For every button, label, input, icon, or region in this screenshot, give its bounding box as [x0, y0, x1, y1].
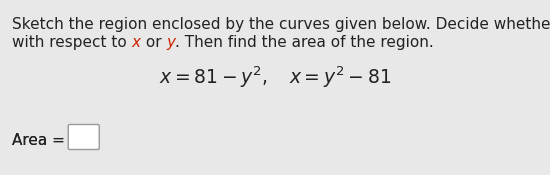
- Text: or: or: [141, 35, 166, 50]
- Text: Area =: Area =: [12, 133, 70, 148]
- Text: with respect to: with respect to: [12, 35, 131, 50]
- Text: $x = 81 - y^2, \quad x = y^2 - 81$: $x = 81 - y^2, \quad x = y^2 - 81$: [159, 65, 391, 90]
- Text: x: x: [131, 35, 141, 50]
- Text: Sketch the region enclosed by the curves given below. Decide whether to integrat: Sketch the region enclosed by the curves…: [12, 17, 550, 32]
- Text: . Then find the area of the region.: . Then find the area of the region.: [175, 35, 434, 50]
- Text: y: y: [166, 35, 175, 50]
- Text: Area =: Area =: [12, 133, 70, 148]
- FancyBboxPatch shape: [68, 124, 99, 149]
